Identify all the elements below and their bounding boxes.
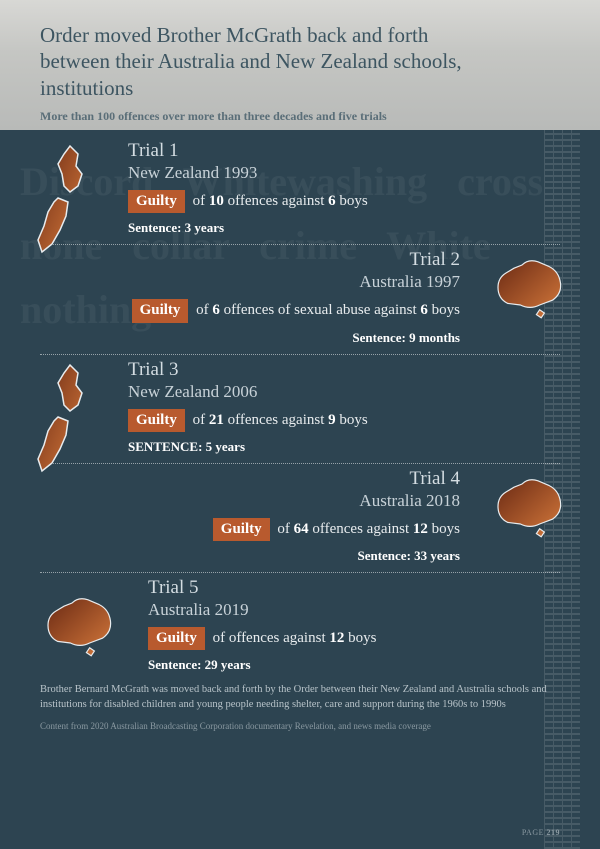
new-zealand-map-icon: [32, 140, 112, 265]
verdict-count-2: 9: [328, 412, 336, 428]
trial-sentence: Sentence: 3 years: [128, 220, 560, 236]
verdict-post: boys: [344, 630, 376, 646]
verdict-mid: offences against: [224, 193, 328, 209]
trial-name: Trial 3: [128, 359, 560, 381]
verdict-text: of: [277, 521, 293, 537]
verdict-post: boys: [336, 193, 368, 209]
verdict-count-2: 12: [413, 521, 428, 537]
trial-sentence: Sentence: 33 years: [40, 548, 460, 564]
verdict-count-2: 12: [329, 630, 344, 646]
verdict-post: boys: [336, 412, 368, 428]
trial-sentence: Sentence: 29 years: [148, 657, 560, 673]
verdict-count-1: 21: [209, 412, 224, 428]
page-title: Order moved Brother McGrath back and for…: [40, 22, 480, 101]
verdict-count-1: 64: [294, 521, 309, 537]
verdict-count-1: 10: [209, 193, 224, 209]
verdict-mid: offences against: [224, 412, 328, 428]
australia-map-icon: [490, 249, 570, 326]
guilty-badge: Guilty: [128, 190, 185, 213]
header-band: Order moved Brother McGrath back and for…: [0, 0, 600, 130]
verdict-count-1: 6: [212, 302, 220, 318]
connector-line: [40, 354, 560, 355]
trial-name: Trial 1: [128, 140, 560, 162]
verdict-post: boys: [428, 302, 460, 318]
trial-location: Australia 2018: [40, 491, 460, 511]
trial-block-2: Trial 2Australia 1997 Guilty of 6 offence…: [40, 249, 560, 345]
trial-name: Trial 5: [148, 577, 560, 599]
verdict-count-2: 6: [328, 193, 336, 209]
connector-line: [40, 572, 560, 573]
guilty-badge: Guilty: [132, 299, 189, 322]
australia-map-icon: [490, 468, 570, 545]
verdict-count-2: 6: [420, 302, 428, 318]
trial-verdict: Guilty of 21 offences against 9 boys: [128, 409, 560, 432]
connector-line: [40, 244, 560, 245]
trial-block-4: Trial 4Australia 2018 Guilty of 64 offenc…: [40, 468, 560, 564]
verdict-mid: offences of sexual abuse against: [220, 302, 421, 318]
main-content: Discord Whitewashing cross none collar c…: [0, 130, 600, 741]
guilty-badge: Guilty: [148, 627, 205, 650]
verdict-text: of: [193, 412, 209, 428]
page-subtitle: More than 100 offences over more than th…: [40, 109, 560, 124]
trial-location: New Zealand 2006: [128, 382, 560, 402]
verdict-mid: offences against: [309, 521, 413, 537]
trial-verdict: Guilty of offences against 12 boys: [148, 627, 560, 650]
verdict-post: boys: [428, 521, 460, 537]
guilty-badge: Guilty: [213, 518, 270, 541]
trial-block-3: Trial 3New Zealand 2006 Guilty of 21 offe…: [40, 359, 560, 455]
source-text: Content from 2020 Australian Broadcastin…: [40, 721, 560, 731]
trial-name: Trial 4: [40, 468, 460, 490]
verdict-text: of: [193, 193, 209, 209]
connector-line: [40, 463, 560, 464]
trial-verdict: Guilty of 64 offences against 12 boys: [40, 518, 460, 541]
trial-verdict: Guilty of 10 offences against 6 boys: [128, 190, 560, 213]
page-number: PAGE 219: [522, 828, 560, 837]
footnote-text: Brother Bernard McGrath was moved back a…: [40, 683, 560, 712]
trial-location: New Zealand 1993: [128, 163, 560, 183]
trial-block-5: Trial 5Australia 2019 Guilty of offences …: [40, 577, 560, 673]
australia-map-icon: [40, 587, 120, 664]
trial-location: Australia 2019: [148, 600, 560, 620]
verdict-text: of offences against: [213, 630, 330, 646]
trial-name: Trial 2: [40, 249, 460, 271]
new-zealand-map-icon: [32, 359, 112, 484]
trial-location: Australia 1997: [40, 272, 460, 292]
trial-sentence: SENTENCE: 5 years: [128, 439, 560, 455]
guilty-badge: Guilty: [128, 409, 185, 432]
verdict-text: of: [196, 302, 212, 318]
trial-verdict: Guilty of 6 offences of sexual abuse aga…: [40, 299, 460, 322]
trial-block-1: Trial 1New Zealand 1993 Guilty of 10 offe…: [40, 140, 560, 236]
trial-sentence: Sentence: 9 months: [40, 330, 460, 346]
